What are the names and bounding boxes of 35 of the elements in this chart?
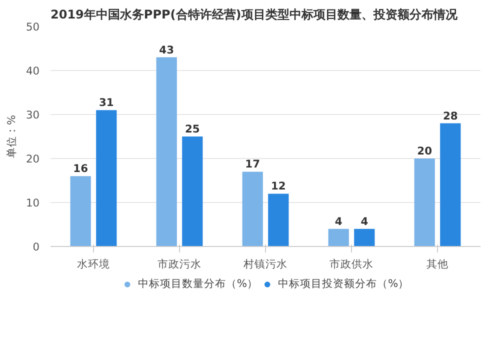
- x-tick-label: 村镇污水: [242, 258, 288, 270]
- x-tick-label: 水环境: [77, 258, 110, 270]
- y-tick-label: 0: [32, 240, 40, 254]
- y-tick-label: 20: [26, 152, 40, 166]
- x-tick-label: 其他: [426, 258, 448, 270]
- bar: [96, 110, 117, 246]
- y-tick-label: 40: [26, 64, 40, 78]
- bar: [268, 194, 289, 246]
- bar: [354, 228, 375, 246]
- data-label: 4: [360, 214, 368, 228]
- data-label: 12: [270, 180, 286, 193]
- y-tick-label: 50: [26, 20, 40, 34]
- data-label: 43: [159, 43, 174, 56]
- data-label: 16: [73, 162, 88, 176]
- bar: [242, 172, 263, 246]
- data-label: 28: [442, 109, 458, 122]
- legend-label: 中标项目投资额分布（%）: [278, 277, 410, 291]
- bar: [70, 176, 91, 246]
- bar: [156, 57, 177, 246]
- y-axis-title: 单位：%: [4, 114, 18, 158]
- x-tick-label: 市政供水: [330, 258, 374, 270]
- legend-label: 中标项目数量分布（%）: [138, 277, 258, 291]
- bar: [328, 228, 349, 246]
- bar: [182, 136, 203, 246]
- data-label: 4: [334, 214, 342, 228]
- bar: [440, 123, 461, 246]
- data-label: 25: [184, 122, 200, 136]
- data-label: 20: [417, 144, 432, 158]
- chart-title: 2019年中国水务PPP(合特许经营)项目类型中标项目数量、投资额分布情况: [50, 8, 458, 22]
- y-tick-label: 30: [26, 108, 40, 122]
- data-label: 17: [245, 158, 260, 171]
- bar: [414, 158, 435, 246]
- y-tick-label: 10: [26, 196, 40, 210]
- data-label: 31: [98, 96, 114, 110]
- x-tick-label: 市政污水: [158, 258, 202, 270]
